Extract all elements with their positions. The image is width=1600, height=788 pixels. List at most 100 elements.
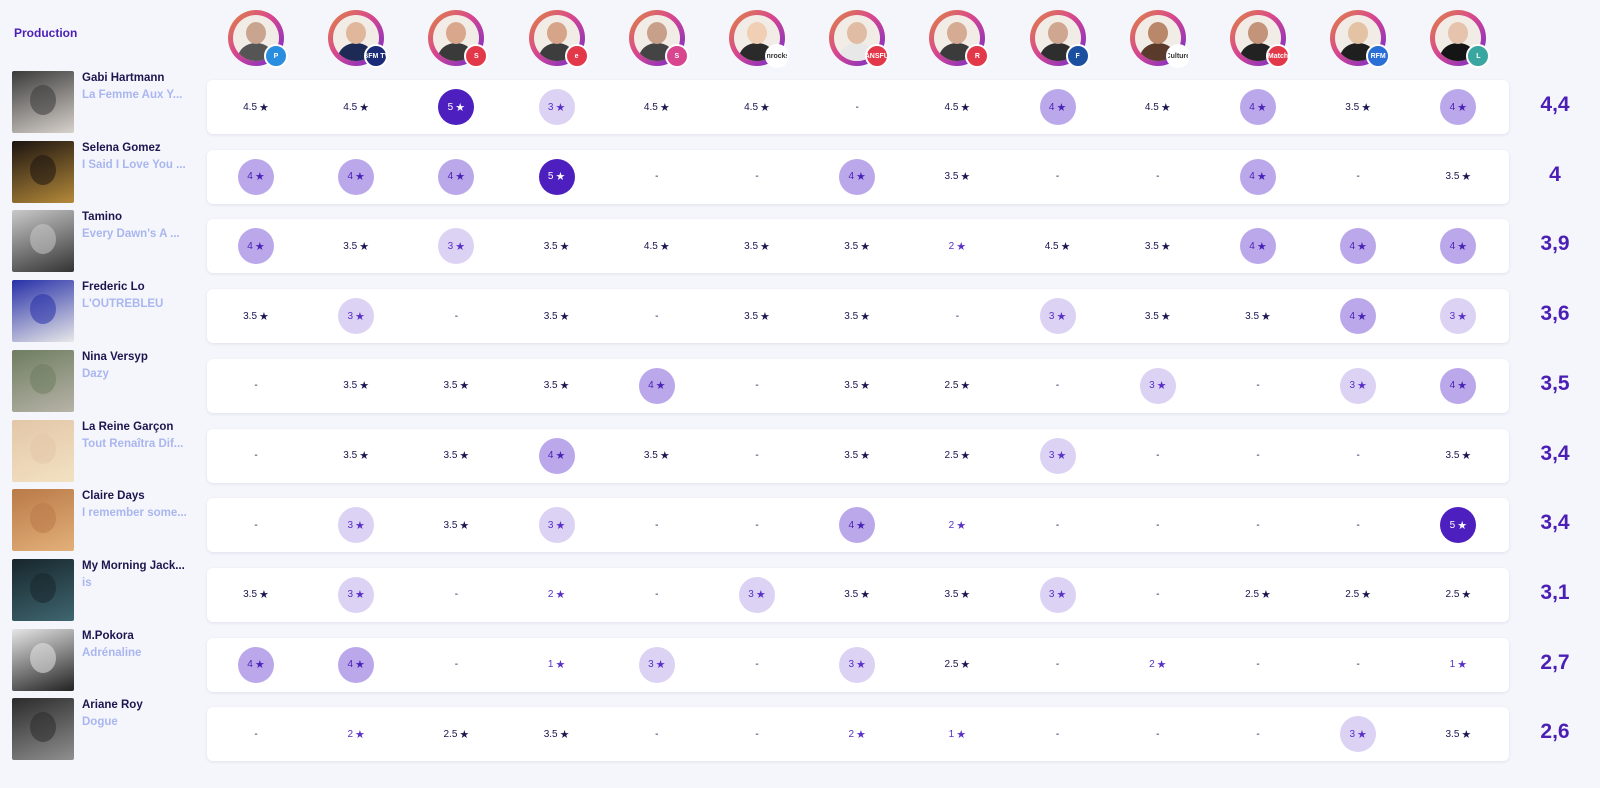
artist-name[interactable]: La Reine Garçon [82,420,174,433]
rating-cell[interactable]: 4 ★ [1440,367,1477,404]
album-title[interactable]: Dogue [82,716,118,729]
artist-name[interactable]: M.Pokora [82,629,134,642]
rating-cell[interactable]: - [739,716,775,752]
rating-cell[interactable]: - [438,647,474,683]
rating-cell[interactable]: 3.5 ★ [539,228,575,264]
album-cover[interactable] [12,349,74,412]
rating-cell[interactable]: - [639,577,675,613]
rating-cell[interactable]: 3 ★ [338,507,375,544]
album-title[interactable]: Adrénaline [82,646,142,659]
artist-name[interactable]: Claire Days [82,490,145,503]
rating-cell[interactable]: 2.5 ★ [939,368,975,404]
rating-cell[interactable]: - [238,368,274,404]
album-title[interactable]: is [82,576,92,589]
rating-cell[interactable]: - [639,716,675,752]
rating-cell[interactable]: 4.5 ★ [1140,89,1176,125]
rating-cell[interactable]: 1 ★ [1440,647,1476,683]
rating-cell[interactable]: 4 ★ [238,228,274,265]
rating-cell[interactable]: 3.5 ★ [939,159,975,195]
rating-cell[interactable]: 4 ★ [1340,228,1377,265]
rating-cell[interactable]: - [1240,438,1276,474]
rating-cell[interactable]: 3.5 ★ [1440,438,1476,474]
artist-name[interactable]: Gabi Hartmann [82,72,165,84]
rating-cell[interactable]: 4 ★ [1240,228,1276,265]
rating-cell[interactable]: 2.5 ★ [1240,577,1276,613]
rating-cell[interactable]: 3 ★ [338,298,375,335]
rating-cell[interactable]: - [739,159,775,195]
album-cover[interactable] [12,280,74,343]
rating-cell[interactable]: 3.5 ★ [739,298,775,334]
rating-cell[interactable]: 4 ★ [338,158,375,195]
rating-cell[interactable]: 3.5 ★ [839,438,875,474]
artist-name[interactable]: Ariane Roy [82,699,143,712]
rating-cell[interactable]: - [1340,507,1376,543]
rating-cell[interactable]: - [1040,507,1076,543]
rating-cell[interactable]: 4 ★ [1039,89,1076,125]
rating-cell[interactable]: 5 ★ [1440,507,1477,544]
reviewer-avatar[interactable]: P [228,10,288,68]
rating-cell[interactable]: 3.5 ★ [839,298,875,334]
rating-cell[interactable]: 3.5 ★ [839,577,875,613]
reviewer-avatar[interactable]: S [428,10,489,68]
rating-cell[interactable]: 3.5 ★ [1140,228,1176,264]
rating-cell[interactable]: 3.5 ★ [1340,89,1376,125]
reviewer-avatar[interactable]: TRANSFUGE [829,10,890,68]
artist-name[interactable]: Selena Gomez [82,141,161,154]
reviewer-avatar[interactable]: F [1029,10,1090,68]
rating-cell[interactable]: 3.5 ★ [438,507,474,543]
album-cover[interactable] [12,71,74,133]
rating-cell[interactable]: - [1140,577,1176,613]
artist-name[interactable]: Tamino [82,211,123,224]
rating-cell[interactable]: - [1140,438,1176,474]
rating-cell[interactable]: - [739,368,775,404]
rating-cell[interactable]: 3 ★ [1340,367,1377,404]
rating-cell[interactable]: 4 ★ [438,158,475,195]
rating-cell[interactable]: 2 ★ [839,716,875,752]
rating-cell[interactable]: 4.5 ★ [939,89,975,125]
rating-cell[interactable]: - [1140,716,1176,752]
rating-cell[interactable]: 3 ★ [438,228,475,265]
rating-cell[interactable]: 3.5 ★ [338,368,374,404]
rating-cell[interactable]: 2.5 ★ [939,438,975,474]
reviewer-avatar[interactable]: BFM TV [328,10,389,68]
rating-cell[interactable]: 4 ★ [1340,298,1377,335]
rating-cell[interactable]: 3 ★ [538,89,575,125]
artist-name[interactable]: Frederic Lo [82,281,145,294]
reviewer-avatar[interactable]: Match [1230,10,1290,68]
rating-cell[interactable]: - [1040,159,1076,195]
rating-cell[interactable]: 5 ★ [538,158,575,195]
rating-cell[interactable]: - [1340,647,1376,683]
rating-cell[interactable]: 3 ★ [1039,576,1076,613]
album-cover[interactable] [12,558,74,621]
album-cover[interactable] [12,698,74,761]
rating-cell[interactable]: 3.5 ★ [1140,298,1176,334]
album-cover[interactable] [12,419,74,482]
rating-cell[interactable]: 3 ★ [739,576,775,613]
rating-cell[interactable]: 4 ★ [238,158,274,195]
rating-cell[interactable]: 3.5 ★ [539,368,575,404]
rating-cell[interactable]: - [1240,716,1276,752]
rating-cell[interactable]: - [1340,159,1376,195]
rating-cell[interactable]: - [1240,647,1276,683]
rating-cell[interactable]: - [739,647,775,683]
artist-name[interactable]: Nina Versyp [82,350,148,363]
rating-cell[interactable]: 3 ★ [1039,298,1076,335]
rating-cell[interactable]: 2 ★ [939,228,975,264]
rating-cell[interactable]: 3.5 ★ [539,716,575,752]
reviewer-avatar[interactable]: R [929,10,990,68]
rating-cell[interactable]: 4 ★ [538,437,575,474]
rating-cell[interactable]: 4.5 ★ [639,228,675,264]
rating-cell[interactable]: 3.5 ★ [238,577,274,613]
rating-cell[interactable]: - [939,298,975,334]
rating-cell[interactable]: 2.5 ★ [939,647,975,683]
rating-cell[interactable]: 2 ★ [338,716,374,752]
rating-cell[interactable]: 3 ★ [1139,367,1176,404]
album-title[interactable]: L'OUTREBLEU [82,298,164,311]
album-title[interactable]: Tout Renaîtra Dif... [82,437,184,450]
album-title[interactable]: La Femme Aux Y... [82,89,183,101]
rating-cell[interactable]: 3.5 ★ [1440,159,1476,195]
rating-cell[interactable]: 4 ★ [638,367,675,404]
rating-cell[interactable]: 4 ★ [1240,89,1276,125]
reviewer-avatar[interactable]: Culture [1129,10,1190,68]
rating-cell[interactable]: - [739,438,775,474]
